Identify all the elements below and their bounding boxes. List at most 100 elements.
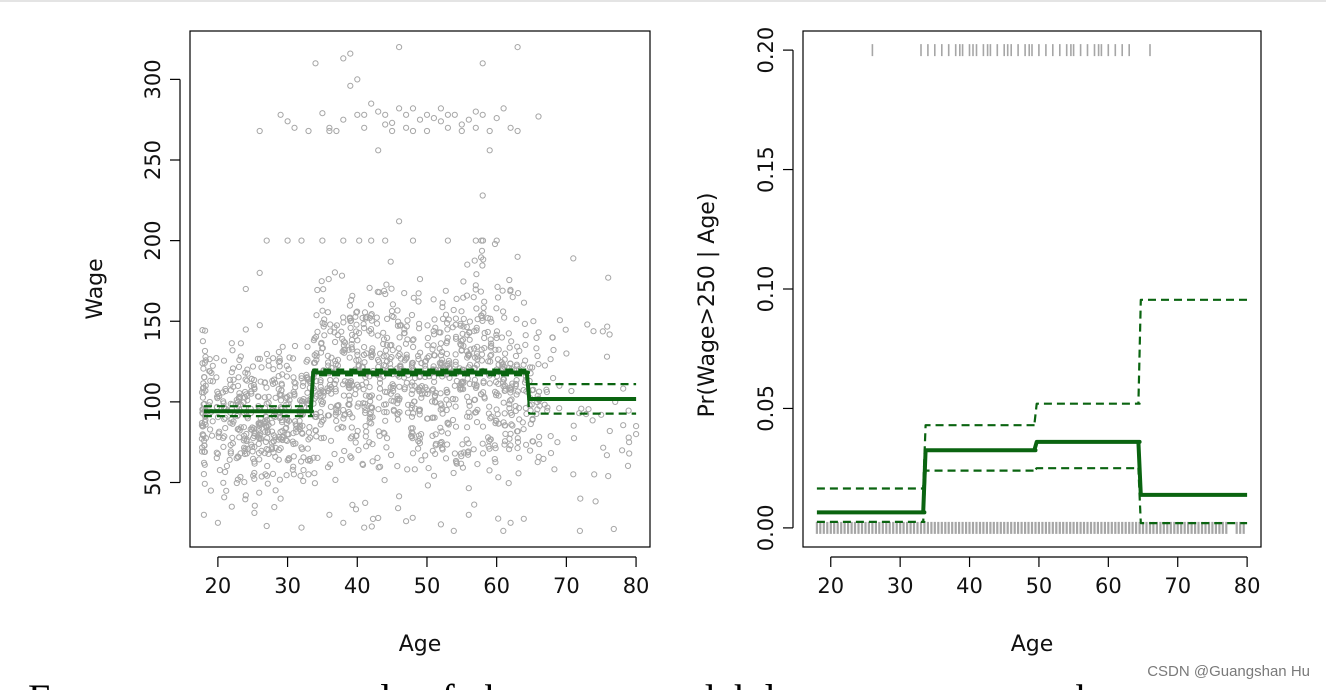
scatter-point [263, 237, 270, 244]
scatter-point [514, 428, 521, 435]
scatter-point [506, 276, 513, 284]
scatter-point [376, 385, 384, 392]
scatter-point [403, 518, 410, 525]
scatter-point [488, 342, 495, 350]
left-y-axis: 50 100 150 200 250 300 [141, 59, 181, 496]
scatter-point [599, 328, 606, 335]
scatter-point [584, 321, 591, 328]
scatter-point [361, 124, 368, 131]
scatter-point [387, 384, 394, 391]
scatter-point [347, 50, 354, 57]
scatter-point [429, 398, 436, 405]
scatter-point [307, 434, 314, 441]
scatter-point [431, 393, 439, 400]
scatter-point [463, 436, 470, 443]
scatter-point [416, 440, 423, 447]
wage-vs-age-panel: 20 30 40 50 60 70 80 50 100 150 200 250 300 Age Wag… [83, 30, 651, 657]
scatter-point [507, 288, 514, 295]
scatter-point [556, 405, 563, 412]
scatter-point [227, 419, 234, 426]
scatter-point [416, 384, 423, 391]
scatter-point [229, 365, 237, 372]
right-x-tick-label: 50 [1026, 574, 1053, 598]
scatter-point [299, 446, 306, 453]
scatter-point [199, 338, 206, 345]
scatter-point [264, 462, 271, 470]
scatter-point [415, 298, 422, 305]
scatter-point [551, 466, 558, 473]
scatter-point [383, 281, 390, 288]
scatter-point [369, 345, 376, 352]
scatter-point [493, 115, 500, 122]
right-step-lines [816, 298, 1248, 525]
scatter-point [244, 366, 251, 373]
scatter-point [257, 378, 264, 385]
scatter-point [256, 322, 263, 329]
scatter-point [311, 480, 318, 487]
scatter-point [361, 524, 368, 531]
scatter-point [444, 124, 451, 131]
scatter-point [442, 455, 450, 462]
scatter-point [396, 395, 403, 402]
scatter-point [500, 376, 507, 383]
scatter-point [216, 393, 223, 400]
scatter-point [278, 417, 285, 424]
scatter-point [241, 479, 248, 486]
scatter-point [495, 346, 502, 353]
scatter-point [459, 441, 466, 448]
scatter-point [620, 422, 627, 429]
scatter-point [479, 262, 486, 269]
scatter-point [473, 305, 480, 312]
scatter-point [348, 296, 355, 304]
scatter-point [375, 108, 382, 115]
scatter-point [305, 127, 312, 135]
scatter-point [285, 431, 292, 438]
scatter-point [237, 424, 244, 431]
scatter-point [471, 501, 478, 508]
scatter-point [362, 407, 369, 414]
right-x-tick-label: 40 [956, 574, 983, 598]
scatter-point [452, 361, 459, 368]
scatter-point [377, 463, 384, 470]
scatter-point [236, 356, 243, 363]
scatter-point [339, 381, 347, 388]
scatter-point [387, 258, 394, 265]
scatter-point [470, 294, 477, 301]
scatter-point [256, 456, 263, 463]
scatter-point [242, 326, 249, 333]
scatter-point [340, 392, 347, 399]
scatter-point [213, 449, 220, 456]
scatter-point [354, 348, 361, 355]
right-rug-marks [815, 44, 1245, 534]
scatter-point [240, 424, 247, 431]
scatter-point [214, 519, 221, 526]
scatter-point [275, 446, 283, 453]
scatter-point [625, 407, 632, 414]
scatter-point [359, 461, 367, 468]
scatter-point [536, 388, 543, 395]
left-x-axis: 20 30 40 50 60 70 80 [205, 556, 649, 598]
scatter-point [247, 426, 254, 433]
scatter-point [520, 426, 527, 433]
scatter-point [396, 218, 403, 225]
scatter-point [453, 377, 460, 385]
scatter-point [576, 527, 584, 535]
scatter-point [452, 351, 459, 358]
scatter-point [258, 364, 265, 371]
scatter-point [283, 472, 290, 479]
scatter-point [289, 355, 297, 362]
scatter-point [233, 479, 240, 487]
scatter-point [626, 450, 633, 457]
scatter-point [368, 348, 375, 355]
scatter-point [487, 336, 494, 343]
scatter-point [478, 346, 485, 353]
scatter-point [570, 435, 578, 442]
scatter-point [409, 450, 417, 457]
scatter-point [199, 448, 206, 455]
scatter-point [347, 82, 354, 89]
scatter-point [486, 127, 493, 135]
scatter-point [389, 127, 396, 135]
probability-vs-age-panel: 20 30 40 50 60 70 80 0.000.050.100.150.20 Age … [695, 27, 1262, 657]
scatter-point [442, 287, 449, 294]
